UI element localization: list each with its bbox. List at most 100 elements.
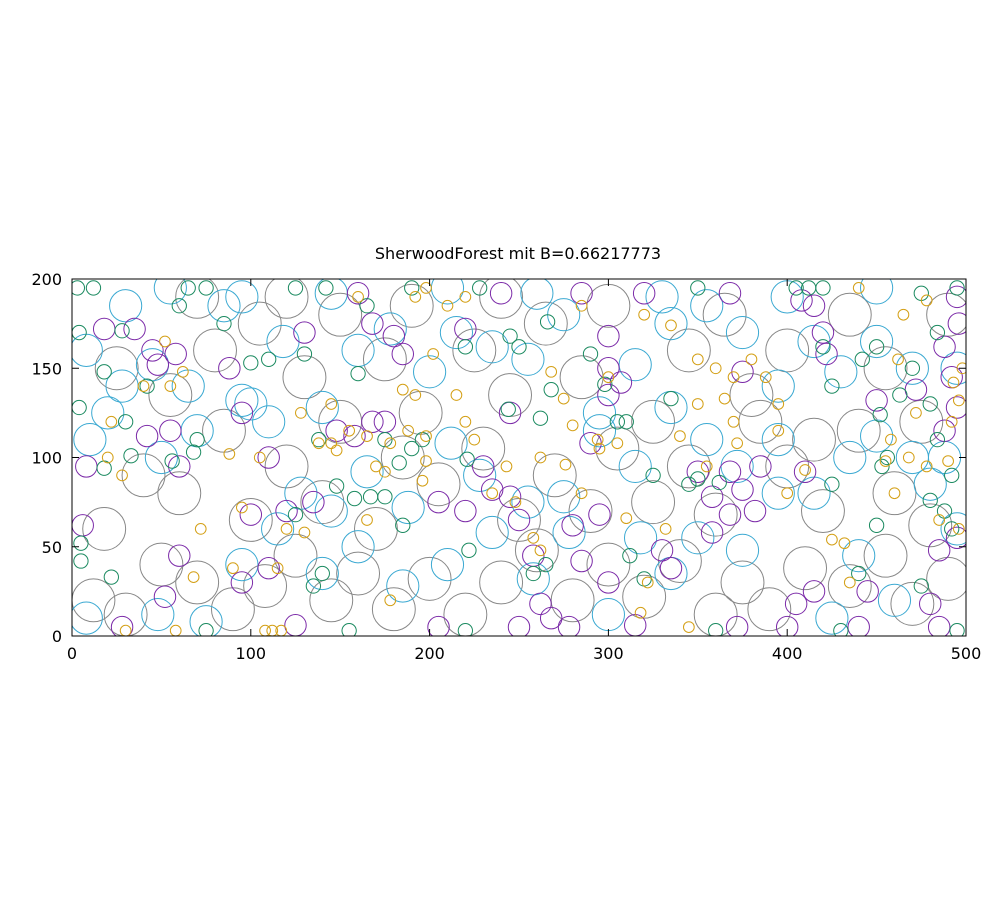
tree-marker bbox=[888, 487, 901, 500]
tree-marker bbox=[461, 426, 506, 471]
tree-marker bbox=[693, 592, 738, 636]
tree-marker bbox=[72, 280, 86, 296]
tree-marker bbox=[459, 451, 475, 467]
tree-marker bbox=[720, 560, 765, 605]
tree-marker bbox=[123, 448, 139, 464]
tree-marker bbox=[175, 279, 220, 319]
tree-marker bbox=[488, 373, 533, 417]
tree-marker bbox=[772, 424, 785, 437]
tree-marker bbox=[665, 319, 677, 332]
tree-marker bbox=[811, 321, 835, 344]
tree-marker bbox=[377, 489, 393, 505]
tree-marker bbox=[690, 471, 706, 487]
tree-marker bbox=[273, 533, 318, 578]
tree-marker bbox=[657, 539, 702, 583]
tree-marker bbox=[783, 546, 828, 591]
tree-marker bbox=[489, 282, 513, 305]
tree-marker bbox=[591, 433, 604, 446]
tree-marker bbox=[700, 485, 724, 508]
tree-marker bbox=[634, 606, 647, 619]
tree-marker bbox=[354, 506, 398, 551]
tree-marker bbox=[171, 298, 187, 314]
tree-marker bbox=[96, 364, 112, 380]
tree-marker bbox=[168, 455, 191, 478]
tree-marker bbox=[833, 622, 849, 636]
tree-marker bbox=[527, 531, 540, 544]
tree-marker bbox=[72, 333, 103, 367]
x-tick-label: 100 bbox=[236, 644, 267, 663]
tree-marker bbox=[885, 433, 897, 446]
tree-marker bbox=[511, 339, 527, 355]
tree-marker bbox=[253, 451, 266, 464]
tree-marker bbox=[711, 474, 727, 491]
tree-marker bbox=[945, 415, 958, 428]
tree-marker bbox=[582, 396, 617, 430]
tree-marker bbox=[318, 280, 334, 296]
tree-marker bbox=[261, 512, 295, 546]
tree-marker bbox=[575, 299, 588, 312]
tree-marker bbox=[373, 410, 397, 434]
tree-marker bbox=[597, 324, 620, 348]
tree-marker bbox=[450, 389, 463, 401]
tree-marker bbox=[745, 353, 758, 366]
tree-marker bbox=[109, 289, 143, 323]
tree-marker bbox=[230, 571, 254, 594]
tree-marker bbox=[341, 333, 375, 367]
tree-marker bbox=[792, 417, 836, 462]
tree-marker bbox=[175, 560, 220, 605]
tree-marker bbox=[72, 601, 103, 635]
tree-marker bbox=[593, 442, 606, 455]
tree-marker bbox=[852, 282, 865, 294]
tree-marker bbox=[836, 408, 881, 453]
tree-marker bbox=[674, 430, 686, 442]
tree-marker bbox=[824, 476, 840, 492]
tree-marker bbox=[480, 478, 504, 501]
tree-marker bbox=[362, 489, 379, 505]
tree-marker bbox=[631, 399, 676, 444]
tree-marker bbox=[620, 512, 633, 525]
tree-marker bbox=[371, 587, 416, 632]
tree-marker bbox=[926, 556, 966, 601]
tree-marker bbox=[407, 556, 452, 601]
tree-marker bbox=[666, 444, 711, 489]
tree-marker bbox=[797, 324, 831, 359]
tree-marker bbox=[895, 440, 929, 475]
tree-marker bbox=[461, 542, 477, 558]
x-tick-label: 400 bbox=[772, 644, 803, 663]
tree-marker bbox=[765, 444, 810, 489]
tree-marker bbox=[788, 280, 804, 296]
tree-marker bbox=[486, 487, 499, 500]
tree-marker bbox=[879, 455, 892, 467]
tree-marker bbox=[622, 574, 667, 619]
tree-marker bbox=[815, 280, 831, 296]
tree-marker bbox=[123, 317, 146, 341]
tree-marker bbox=[784, 592, 808, 616]
tree-marker bbox=[632, 282, 656, 305]
tree-marker bbox=[557, 615, 581, 636]
tree-marker bbox=[586, 542, 631, 587]
tree-marker bbox=[543, 382, 559, 398]
tree-marker bbox=[135, 424, 159, 448]
tree-marker bbox=[920, 460, 933, 473]
tree-marker bbox=[416, 462, 461, 507]
tree-marker bbox=[729, 373, 774, 417]
tree-marker bbox=[927, 539, 951, 562]
tree-marker bbox=[121, 453, 166, 498]
tree-marker bbox=[264, 444, 309, 489]
tree-marker bbox=[507, 508, 531, 532]
tree-marker bbox=[913, 578, 929, 594]
tree-marker bbox=[101, 451, 114, 464]
tree-marker bbox=[336, 551, 381, 596]
tree-marker bbox=[682, 621, 695, 633]
tree-marker bbox=[718, 282, 742, 305]
tree-marker bbox=[404, 440, 420, 457]
tree-marker bbox=[727, 371, 740, 384]
tree-marker bbox=[532, 410, 549, 426]
tree-marker bbox=[802, 580, 826, 603]
tree-marker bbox=[141, 339, 164, 362]
tree-marker bbox=[514, 528, 559, 573]
tree-marker bbox=[502, 328, 518, 344]
tree-marker bbox=[402, 424, 415, 437]
tree-marker bbox=[945, 285, 966, 309]
tree-marker bbox=[761, 476, 795, 510]
